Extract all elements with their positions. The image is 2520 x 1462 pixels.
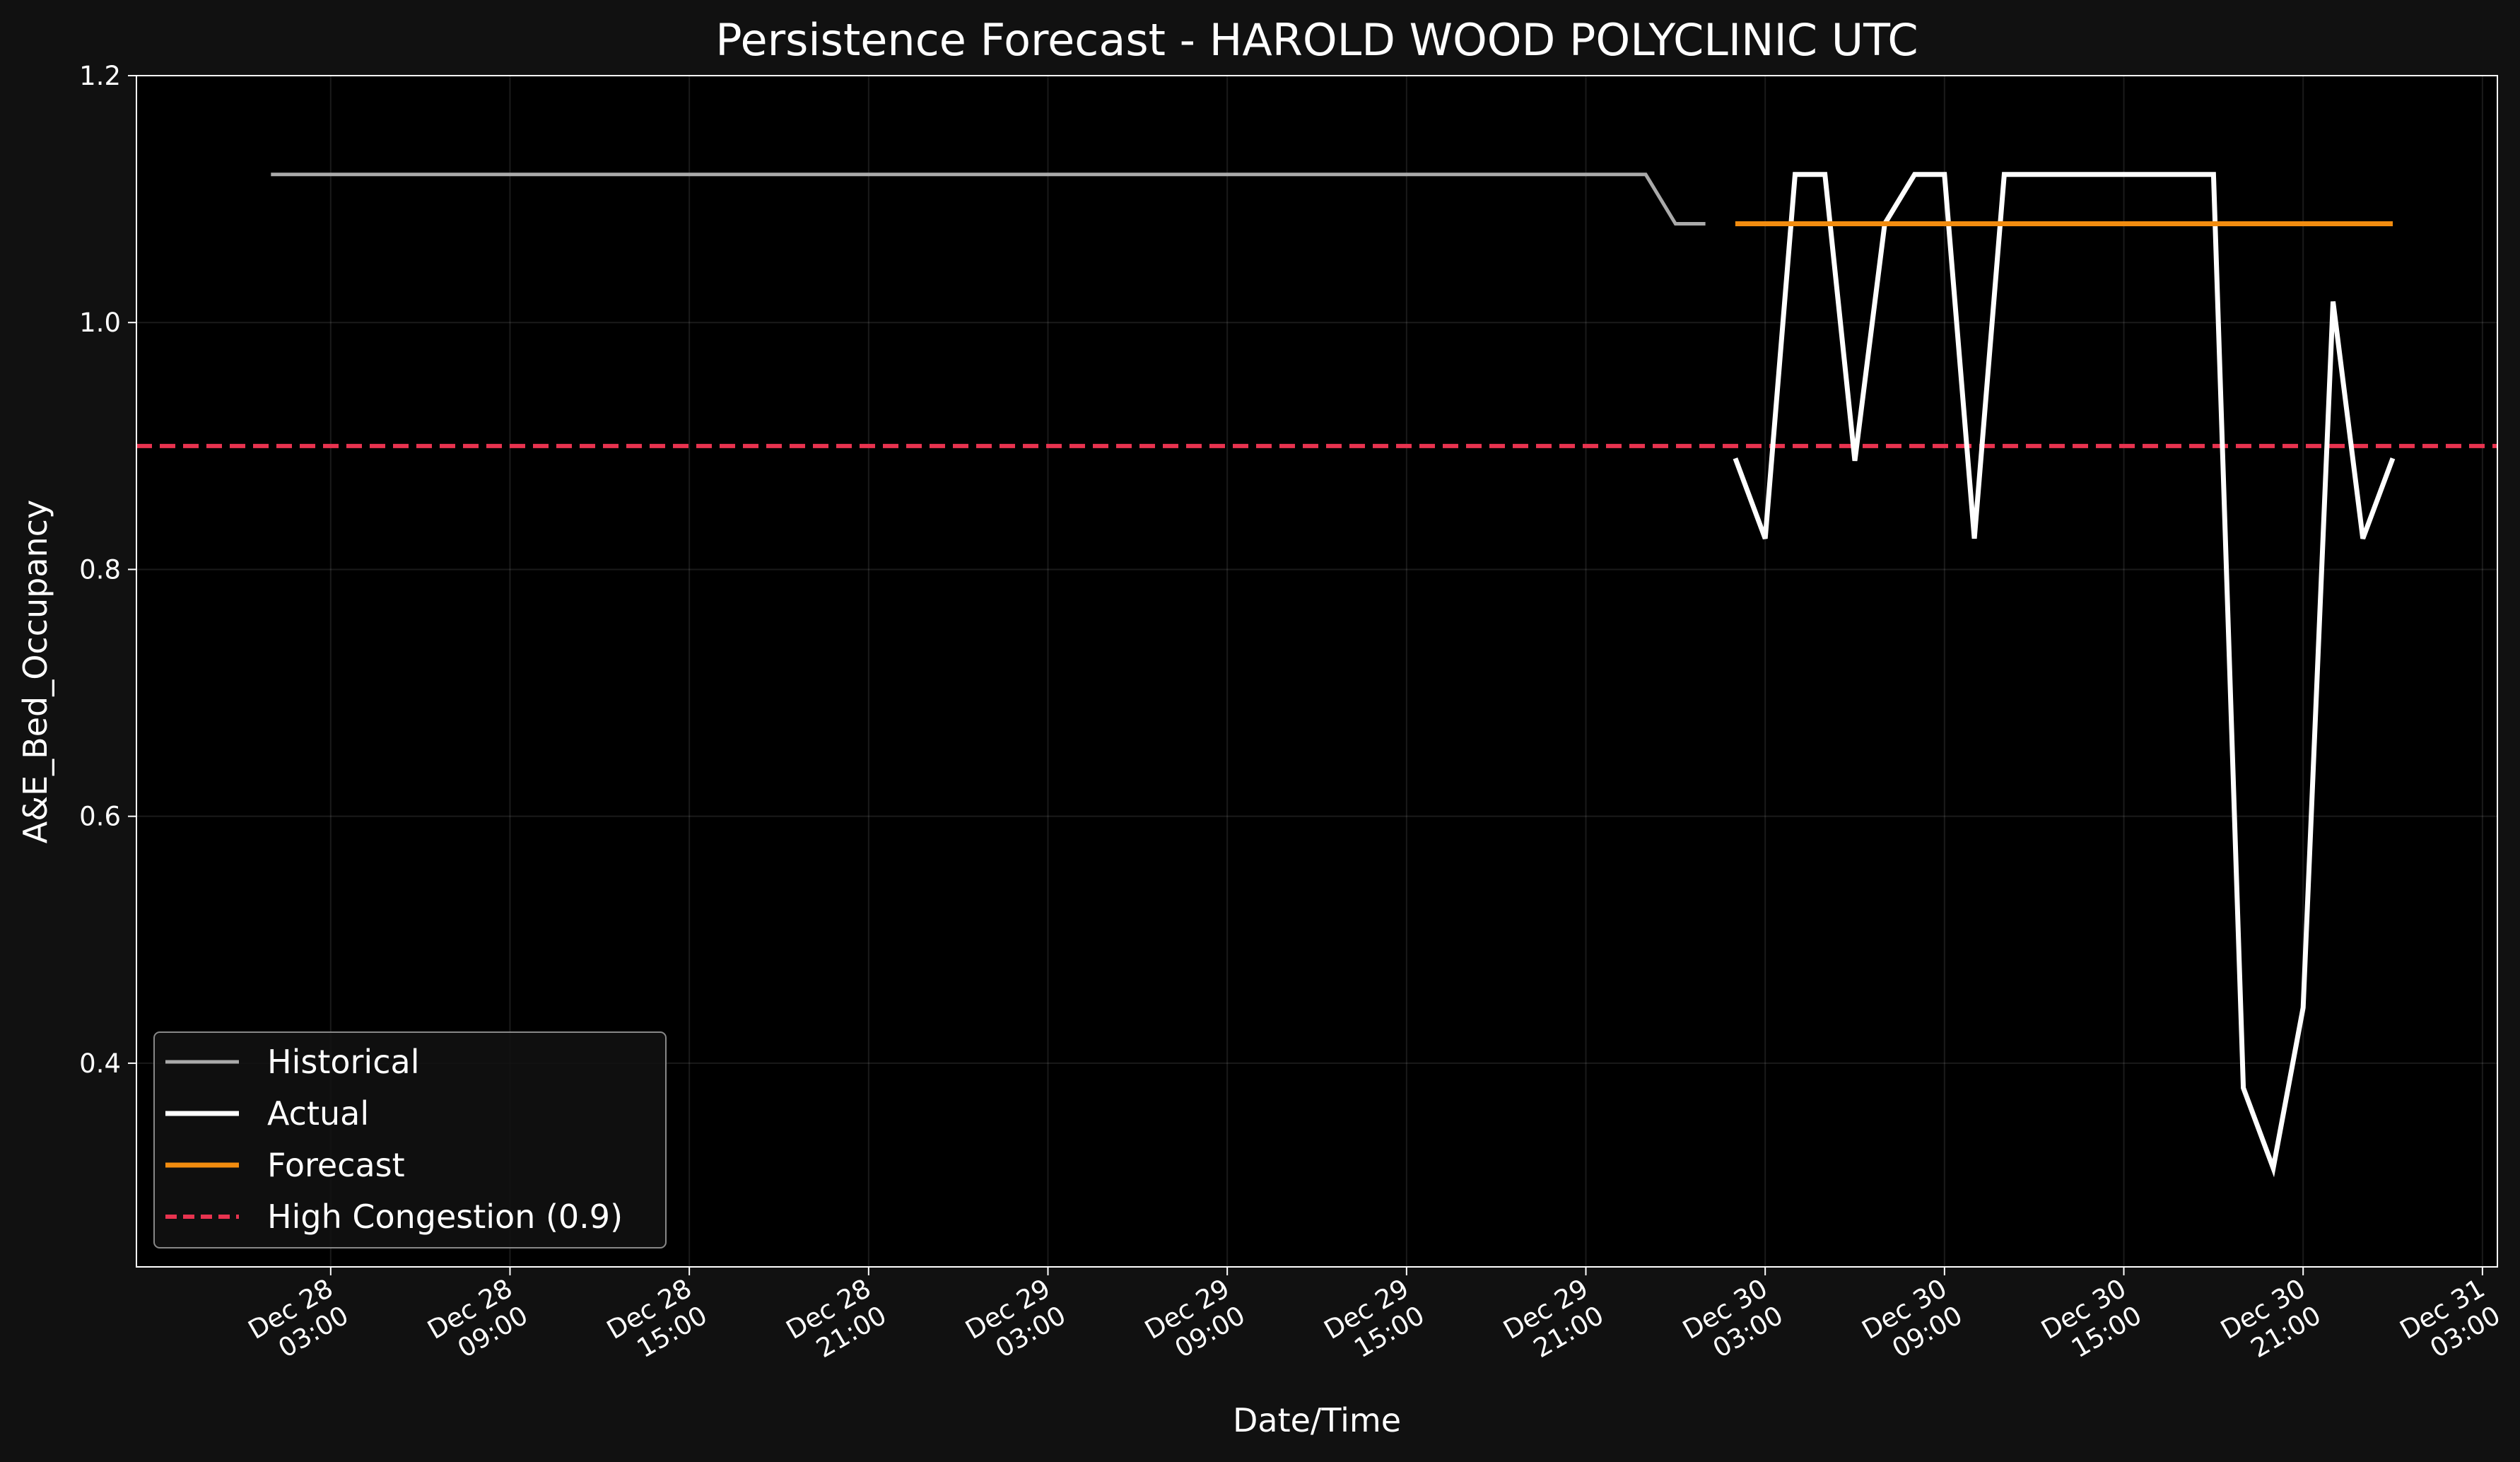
historical-series-line (271, 172, 1706, 226)
legend-label: Forecast (267, 1146, 405, 1184)
y-tick-label: 0.4 (79, 1048, 121, 1079)
x-axis: Dec 2803:00 Dec 2809:00 Dec 2815:00 Dec 282… (243, 1267, 2505, 1373)
y-axis-label: A&E_Bed_Occupancy (16, 500, 54, 843)
legend-label: Historical (267, 1043, 419, 1081)
legend-label: Actual (267, 1094, 369, 1133)
plot-frame (136, 75, 2498, 1268)
y-tick-label: 0.6 (79, 802, 121, 832)
legend-box (153, 1031, 667, 1248)
x-tick-label: Dec 3103:00 (2395, 1273, 2505, 1373)
legend-label: High Congestion (0.9) (267, 1198, 623, 1236)
y-tick-label: 0.8 (79, 554, 121, 585)
y-axis: 0.4 0.6 0.8 1.0 1.2 (79, 61, 136, 1079)
y-tick-label: 1.2 (79, 61, 121, 91)
actual-series-line (1733, 172, 2396, 1178)
legend: Historical Actual Forecast High Congestion … (153, 1031, 667, 1248)
chart-title: Persistence Forecast - HAROLD WOOD POLYC… (715, 14, 1918, 66)
x-tick-label: Dec 2803:00 (243, 1273, 353, 1373)
x-axis-label: Date/Time (1233, 1401, 1401, 1439)
y-tick-label: 1.0 (79, 308, 121, 338)
series (271, 172, 2396, 1178)
